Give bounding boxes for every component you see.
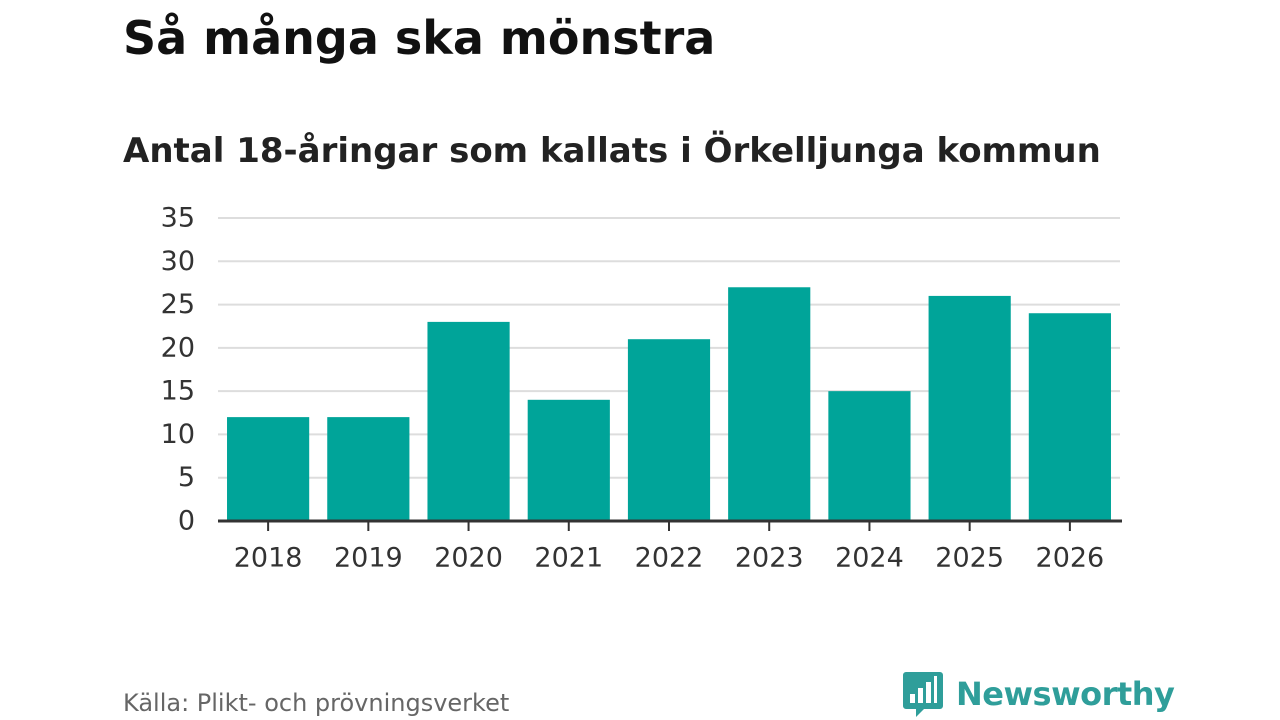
- x-tick-label: 2021: [534, 543, 603, 574]
- bar-2020[interactable]: [427, 321, 510, 521]
- bar-2024[interactable]: [828, 391, 911, 521]
- y-tick-label: 20: [161, 332, 195, 363]
- x-axis-tick-labels: 2018 2019 2020 2021 2022 2023 2024 2025 2026: [234, 543, 1104, 574]
- bar-2018[interactable]: [227, 417, 310, 521]
- newsworthy-logo-icon: [903, 672, 943, 717]
- x-tick-label: 2025: [935, 543, 1004, 574]
- y-tick-label: 10: [161, 419, 195, 450]
- x-tick-label: 2022: [635, 543, 704, 574]
- y-tick-label: 30: [161, 246, 195, 277]
- x-axis: [218, 519, 1122, 531]
- bars: [227, 287, 1111, 521]
- bar-2019[interactable]: [327, 417, 410, 521]
- y-tick-label: 5: [178, 462, 195, 493]
- x-tick-label: 2018: [234, 543, 303, 574]
- source-note: Källa: Plikt- och prövningsverket: [123, 689, 510, 717]
- x-tick-label: 2026: [1036, 543, 1105, 574]
- y-tick-label: 15: [161, 376, 195, 407]
- x-tick-label: 2019: [334, 543, 403, 574]
- y-tick-label: 0: [178, 506, 195, 537]
- x-tick-label: 2020: [434, 543, 503, 574]
- bar-2023[interactable]: [728, 287, 811, 521]
- newsworthy-brand[interactable]: Newsworthy: [902, 670, 1175, 718]
- x-tick-label: 2024: [835, 543, 904, 574]
- y-tick-label: 25: [161, 289, 195, 320]
- x-tick-label: 2023: [735, 543, 804, 574]
- bar-2026[interactable]: [1028, 313, 1111, 521]
- bar-2022[interactable]: [627, 339, 711, 521]
- bar-2025[interactable]: [928, 295, 1011, 521]
- chart-title: Så många ska mönstra: [123, 11, 716, 65]
- chart-subtitle: Antal 18-åringar som kallats i Örkelljun…: [123, 131, 1101, 171]
- newsworthy-wordmark: Newsworthy: [956, 675, 1175, 713]
- y-tick-label: 35: [161, 203, 195, 234]
- y-axis-tick-labels: 0 5 10 15 20 25 30 35: [161, 203, 195, 537]
- bar-2021[interactable]: [527, 399, 610, 521]
